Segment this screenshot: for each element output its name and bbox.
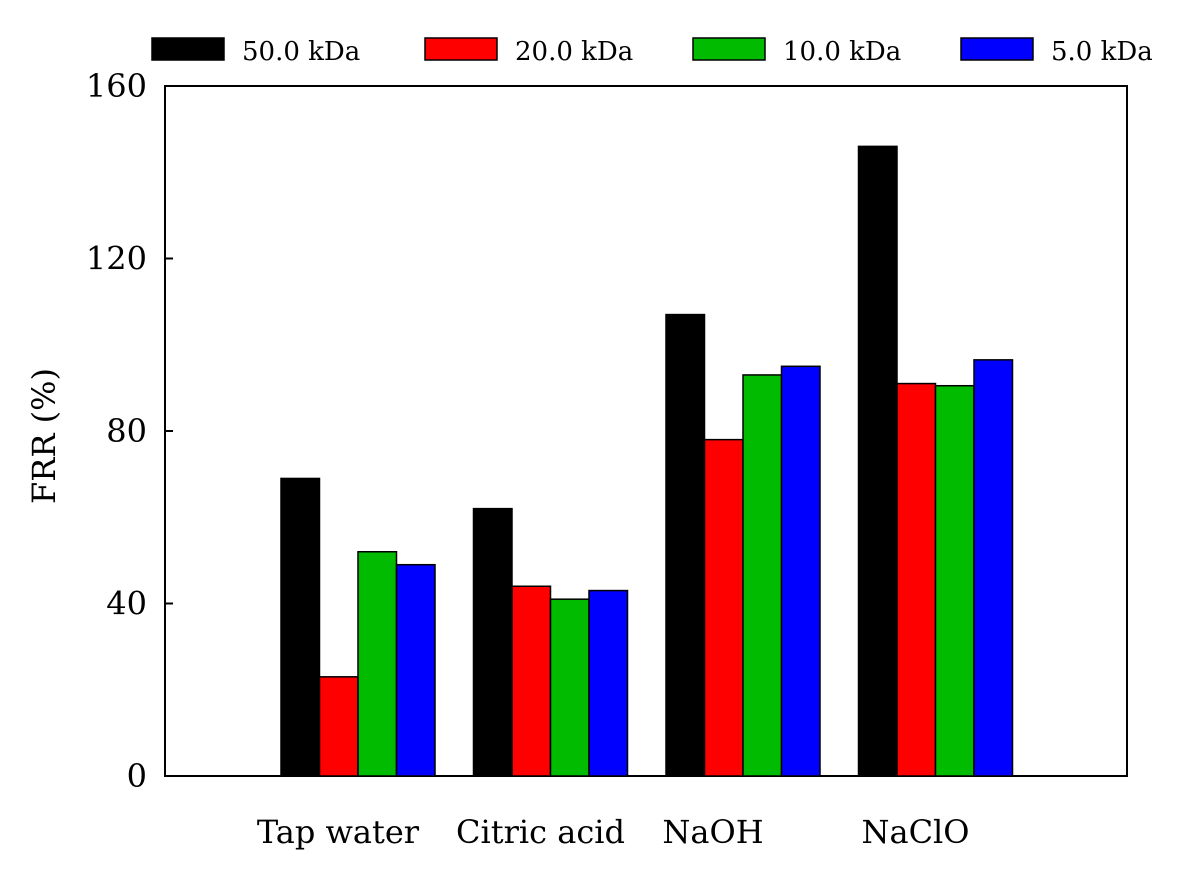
y-tick-label: 160 — [86, 67, 147, 105]
legend: 50.0 kDa 20.0 kDa 10.0 kDa 5.0 kDa — [151, 37, 1153, 67]
x-tick-label: NaOH — [662, 813, 763, 851]
y-axis: 0 40 80 120 160 — [86, 67, 173, 795]
x-tick-label: Tap water — [257, 813, 420, 851]
bar-1-0 — [472, 507, 513, 777]
bars — [280, 145, 1014, 777]
bar-0-0 — [280, 477, 321, 777]
x-tick-label: NaClO — [861, 813, 969, 851]
bar-3-2 — [934, 384, 975, 777]
bar-3-1 — [896, 382, 937, 777]
bar-3-3 — [973, 359, 1014, 777]
legend-swatch-1 — [424, 37, 498, 61]
x-tick-label: Citric acid — [456, 813, 625, 851]
legend-swatch-0 — [151, 37, 225, 61]
y-tick-label: 120 — [86, 240, 147, 278]
legend-label-0: 50.0 kDa — [242, 37, 360, 67]
legend-label-1: 20.0 kDa — [515, 37, 633, 67]
bar-2-3 — [780, 365, 821, 777]
legend-label-2: 10.0 kDa — [783, 37, 901, 67]
y-tick-label: 0 — [127, 757, 147, 795]
bar-0-1 — [318, 676, 359, 777]
bar-1-2 — [549, 598, 590, 777]
bar-3-0 — [857, 145, 898, 777]
y-axis-title: FRR (%) — [25, 368, 63, 504]
bar-2-0 — [665, 313, 706, 777]
bar-0-2 — [357, 551, 398, 777]
x-axis: Tap water Citric acid NaOH NaClO — [257, 768, 970, 851]
bar-1-3 — [588, 589, 629, 777]
legend-label-3: 5.0 kDa — [1051, 37, 1153, 67]
legend-swatch-3 — [960, 37, 1034, 61]
bar-1-1 — [511, 585, 552, 777]
y-tick-label: 40 — [106, 585, 147, 623]
y-tick-label: 80 — [106, 412, 147, 450]
legend-swatch-2 — [692, 37, 766, 61]
bar-2-1 — [703, 438, 744, 777]
bar-0-3 — [395, 563, 436, 777]
bar-2-2 — [742, 374, 783, 777]
